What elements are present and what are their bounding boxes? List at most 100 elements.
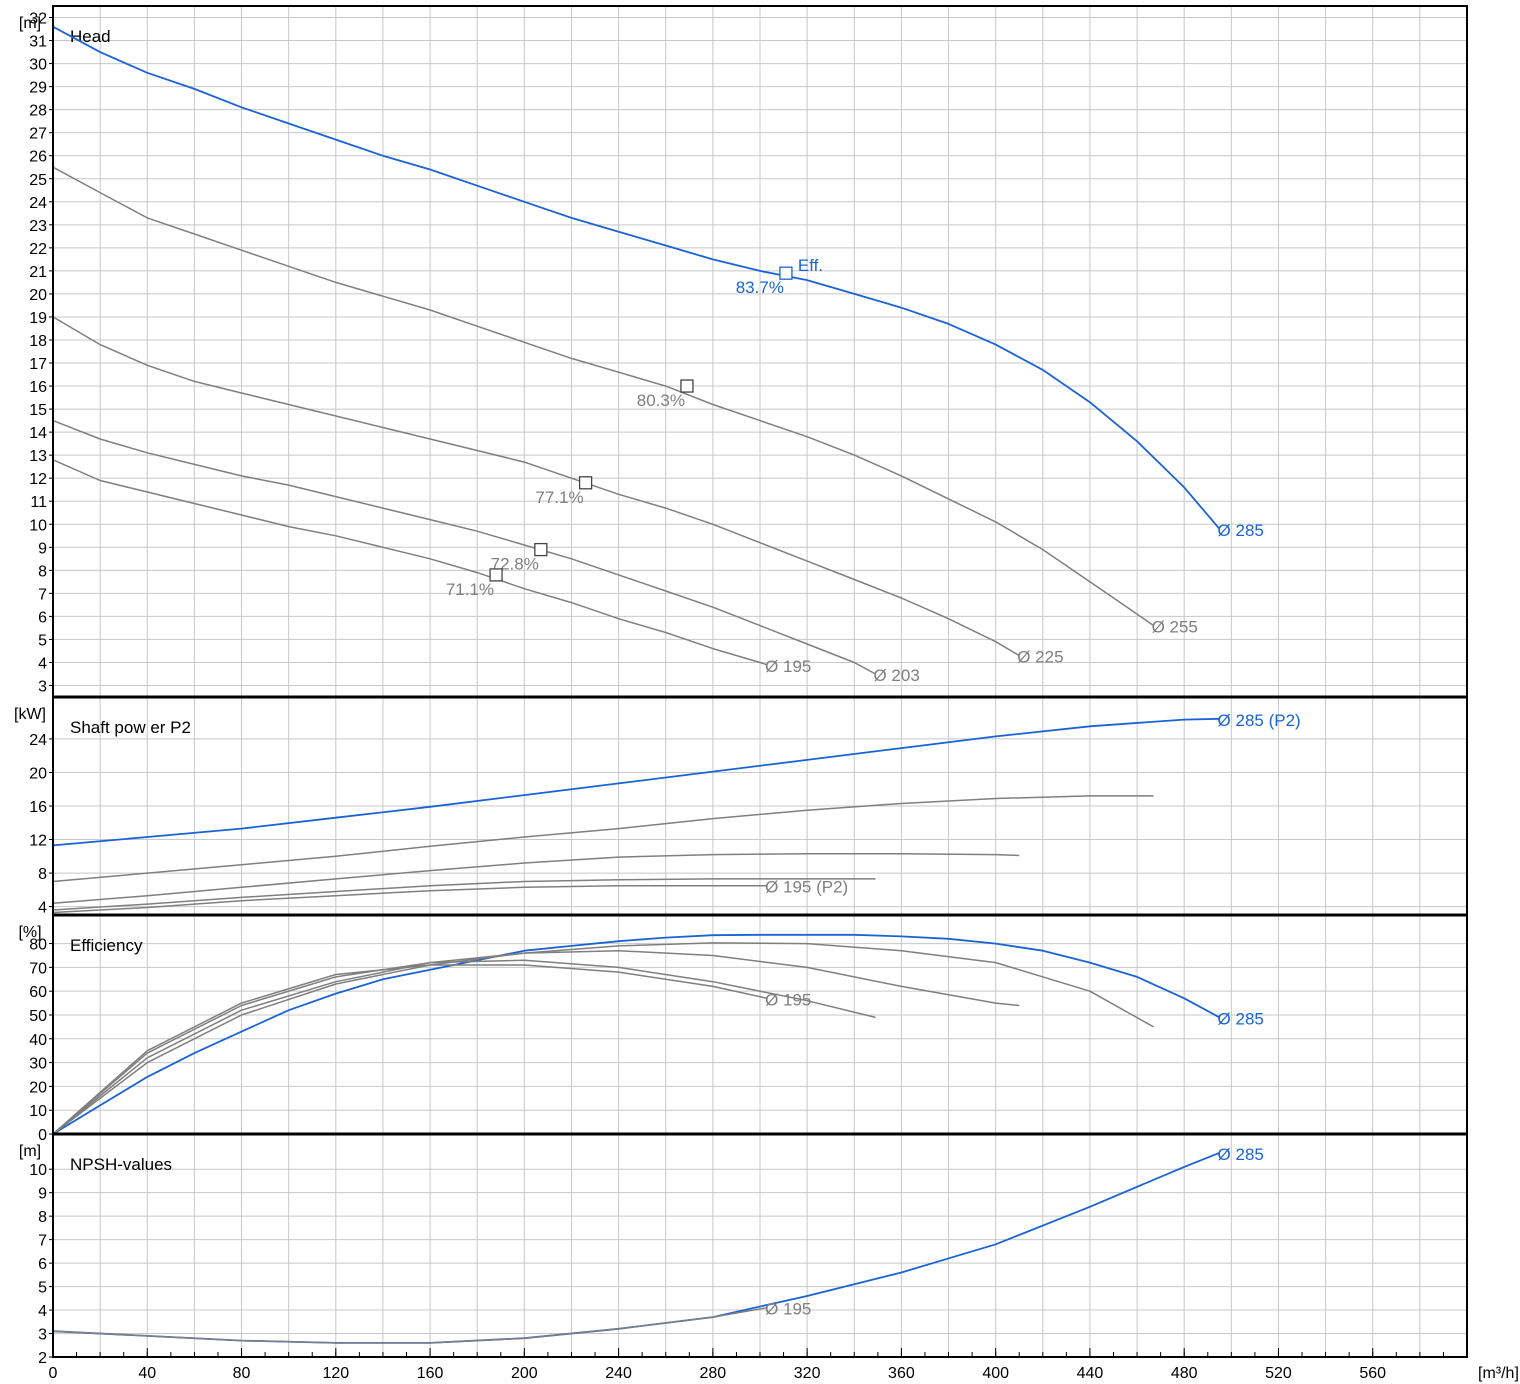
y-tick-label: 5 (38, 632, 47, 649)
efficiency-value: 71.1% (446, 580, 494, 599)
curve-label: Ø 225 (1017, 648, 1063, 667)
y-tick-label: 0 (38, 1127, 47, 1144)
curve-label: Ø 255 (1152, 618, 1198, 637)
y-tick-label: 3 (38, 1327, 47, 1344)
y-tick-label: 32 (29, 11, 47, 28)
curve-label: Ø 285 (1218, 1145, 1264, 1164)
curve-225 (52, 316, 1020, 657)
y-tick-label: 19 (29, 310, 47, 327)
panel-0: 3 4 5 6 7 8 9 10 11 12 13 14 15 16 17 18 19 20 21 22 23 24 25 2… (19, 5, 1468, 698)
y-tick-label: 25 (29, 172, 47, 189)
y-axis-unit: [kW] (14, 706, 46, 723)
x-tick-label: 120 (322, 1365, 349, 1382)
y-tick-label: 2 (38, 1350, 47, 1367)
y-axis-unit: [%] (18, 924, 41, 941)
y-tick-label: 18 (29, 333, 47, 350)
y-tick-label: 6 (38, 609, 47, 626)
efficiency-value: 83.7% (736, 278, 784, 297)
y-tick-label: 7 (38, 1233, 47, 1250)
x-axis: 0 40 80 120 160 200 240 280 320 360 400 440 480 520 56… (49, 1348, 1519, 1382)
x-axis-unit: [m³/h] (1478, 1365, 1519, 1382)
y-axis-unit: [m] (19, 1143, 41, 1160)
y-tick-label: 4 (38, 655, 47, 672)
curve-label: Ø 285 (1218, 1009, 1264, 1028)
curve-label: Ø 195 (P2) (765, 878, 848, 897)
curve-195-p2 (52, 884, 768, 914)
y-tick-label: 16 (29, 379, 47, 396)
curve-unnamed-1 (52, 795, 1154, 883)
curve-285-p2 (52, 717, 1220, 847)
x-tick-label: 480 (1171, 1365, 1198, 1382)
x-tick-label: 80 (233, 1365, 251, 1382)
panel-1: 4 8 12 16 20 24 [kW] Shaft pow er P2 Ø 285 (P2) Ø… (14, 696, 1468, 917)
y-tick-label: 12 (29, 471, 47, 488)
panel-title: NPSH-values (70, 1155, 172, 1174)
y-tick-label: 21 (29, 264, 47, 281)
curve-195 (52, 459, 768, 666)
y-tick-label: 70 (29, 960, 47, 977)
panel-3: 2 3 4 5 6 7 8 9 10 [m] NPSH-values Ø 285 Ø 195 (19, 1133, 1468, 1367)
y-tick-label: 10 (29, 1103, 47, 1120)
y-tick-label: 23 (29, 218, 47, 235)
y-tick-label: 40 (29, 1032, 47, 1049)
y-tick-label: 20 (29, 287, 47, 304)
x-tick-label: 40 (138, 1365, 156, 1382)
x-tick-label: 0 (49, 1365, 58, 1382)
y-tick-label: 16 (29, 799, 47, 816)
efficiency-marker (779, 266, 793, 280)
x-tick-label: 400 (982, 1365, 1009, 1382)
y-tick-label: 10 (29, 1162, 47, 1179)
curve-unnamed-1 (52, 942, 1154, 1135)
x-tick-label: 440 (1077, 1365, 1104, 1382)
panel-title: Shaft pow er P2 (70, 718, 191, 737)
curve-label: Ø 195 (765, 990, 811, 1009)
y-tick-label: 24 (29, 195, 47, 212)
y-tick-label: 30 (29, 1056, 47, 1073)
y-tick-label: 80 (29, 937, 47, 954)
efficiency-marker (489, 568, 503, 582)
y-tick-label: 50 (29, 1008, 47, 1025)
curve-label: Ø 195 (765, 1300, 811, 1319)
y-tick-label: 8 (38, 563, 47, 580)
y-tick-label: 5 (38, 1280, 47, 1297)
curve-255 (52, 166, 1155, 627)
efficiency-value: 77.1% (535, 488, 583, 507)
panel-2: 0 10 20 30 40 50 60 70 80[%] Efficiency Ø 285 Ø 195 (18, 914, 1468, 1144)
y-tick-label: 15 (29, 402, 47, 419)
curve-label: Ø 203 (873, 666, 919, 685)
x-tick-label: 160 (417, 1365, 444, 1382)
y-tick-label: 7 (38, 586, 47, 603)
y-tick-label: 9 (38, 1186, 47, 1203)
curve-label: Ø 285 (P2) (1218, 711, 1301, 730)
curve-unnamed-2 (52, 853, 1020, 905)
y-tick-label: 10 (29, 517, 47, 534)
curve-label: Ø 285 (1218, 521, 1264, 540)
y-axis-unit: [m] (19, 15, 41, 32)
curve-285 (52, 1151, 1220, 1344)
x-tick-label: 360 (888, 1365, 915, 1382)
y-tick-label: 13 (29, 448, 47, 465)
x-tick-label: 320 (794, 1365, 821, 1382)
efficiency-value: 80.3% (637, 391, 685, 410)
y-tick-label: 4 (38, 900, 47, 917)
efficiency-marker (680, 379, 694, 393)
curve-unnamed-2 (52, 949, 1020, 1135)
y-tick-label: 11 (30, 494, 47, 511)
y-tick-label: 22 (29, 241, 47, 258)
y-tick-label: 26 (29, 149, 47, 166)
y-tick-label: 4 (38, 1303, 47, 1320)
y-tick-label: 30 (29, 57, 47, 74)
y-tick-label: 28 (29, 103, 47, 120)
curve-unnamed-3 (52, 959, 876, 1135)
curve-unnamed-3 (52, 878, 876, 911)
y-tick-label: 20 (29, 765, 47, 782)
x-tick-label: 200 (511, 1365, 538, 1382)
curve-195 (52, 1306, 768, 1344)
y-tick-label: 29 (29, 80, 47, 97)
x-tick-label: 280 (700, 1365, 727, 1382)
eff-label: Eff. (798, 256, 823, 275)
efficiency-marker (578, 476, 593, 490)
y-tick-label: 8 (38, 1209, 47, 1226)
y-tick-label: 20 (29, 1079, 47, 1096)
